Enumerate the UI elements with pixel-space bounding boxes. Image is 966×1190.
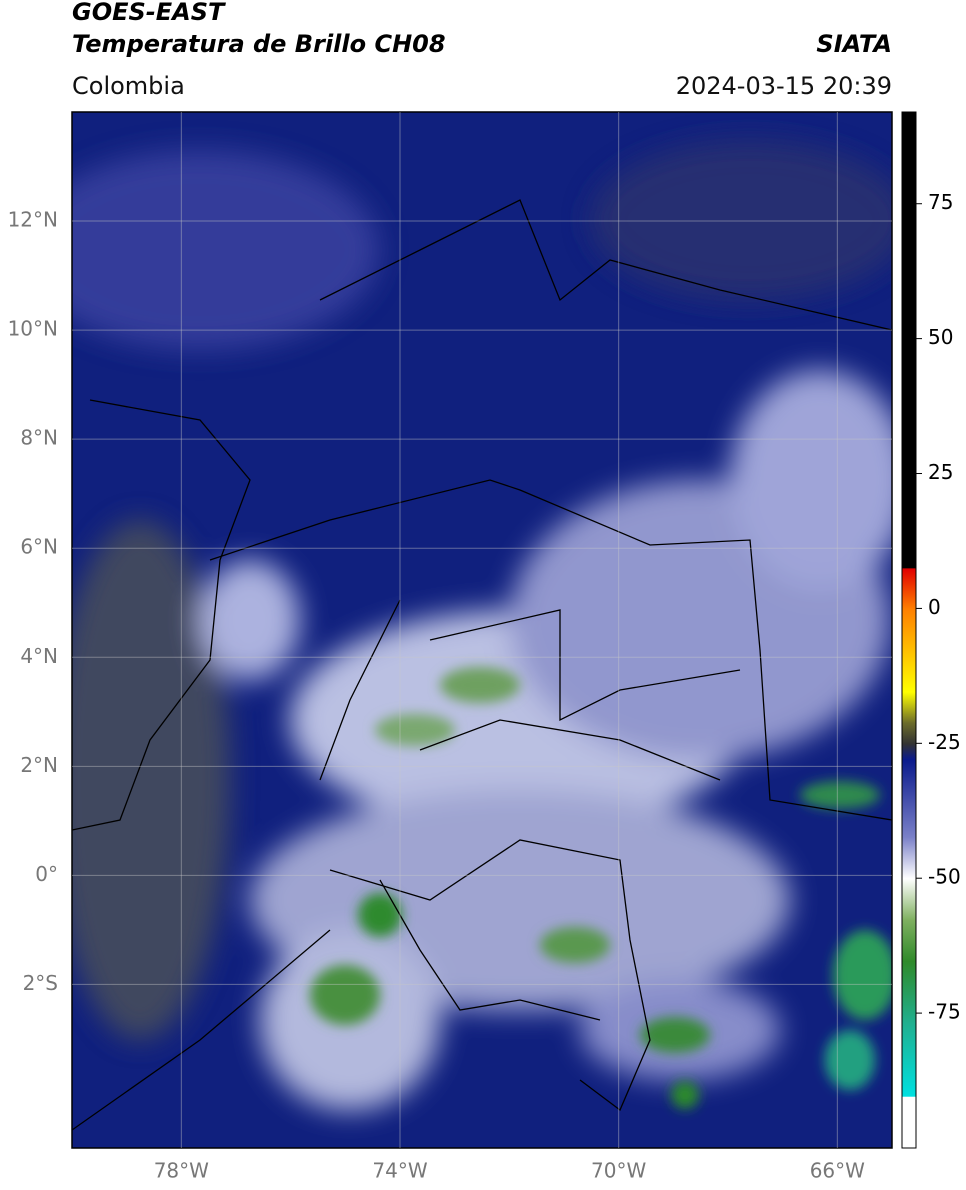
lat-tick-label: 2°N bbox=[20, 753, 58, 777]
lat-tick-label: 10°N bbox=[8, 317, 58, 341]
lon-tick-label: 70°W bbox=[591, 1159, 646, 1183]
colorbar-tick-label: 50 bbox=[928, 325, 953, 349]
colorbar-tick-label: -75 bbox=[928, 1000, 961, 1024]
colorbar-tick-label: 25 bbox=[928, 460, 953, 484]
lat-tick-label: 4°N bbox=[20, 644, 58, 668]
map-frame bbox=[71, 111, 893, 1149]
source: SIATA bbox=[816, 30, 892, 58]
lon-tick-label: 78°W bbox=[154, 1159, 209, 1183]
lat-tick-label: 0° bbox=[35, 862, 58, 886]
colorbar bbox=[901, 111, 917, 1149]
timestamp: 2024-03-15 20:39 bbox=[676, 72, 892, 100]
lat-tick-label: 6°N bbox=[20, 535, 58, 559]
colorbar-tick-label: 0 bbox=[928, 595, 941, 619]
colorbar-tick-label: 75 bbox=[928, 190, 953, 214]
lat-tick-label: 2°S bbox=[23, 971, 58, 995]
colorbar-tick-label: -50 bbox=[928, 865, 961, 889]
lon-tick-label: 74°W bbox=[372, 1159, 427, 1183]
colorbar-tick-label: -25 bbox=[928, 730, 961, 754]
satellite-image bbox=[72, 112, 892, 1148]
lat-tick-label: 8°N bbox=[20, 426, 58, 450]
subtitle: Temperatura de Brillo CH08 bbox=[72, 30, 446, 58]
lon-tick-label: 66°W bbox=[810, 1159, 865, 1183]
title: GOES-EAST bbox=[72, 0, 226, 26]
region: Colombia bbox=[72, 72, 185, 100]
lat-tick-label: 12°N bbox=[8, 208, 58, 232]
